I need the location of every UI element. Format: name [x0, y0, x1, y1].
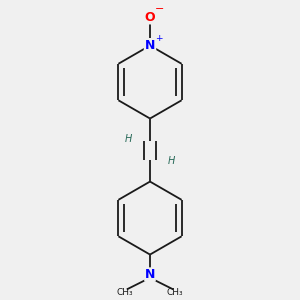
Text: H: H [168, 156, 175, 166]
Text: O: O [145, 11, 155, 24]
Text: CH₃: CH₃ [117, 288, 134, 297]
Text: −: − [155, 4, 165, 14]
Text: N: N [145, 268, 155, 281]
Text: H: H [125, 134, 132, 144]
Text: $\mathregular{N}$: $\mathregular{N}$ [144, 39, 156, 52]
Text: CH₃: CH₃ [167, 288, 183, 297]
Text: +: + [155, 34, 163, 43]
